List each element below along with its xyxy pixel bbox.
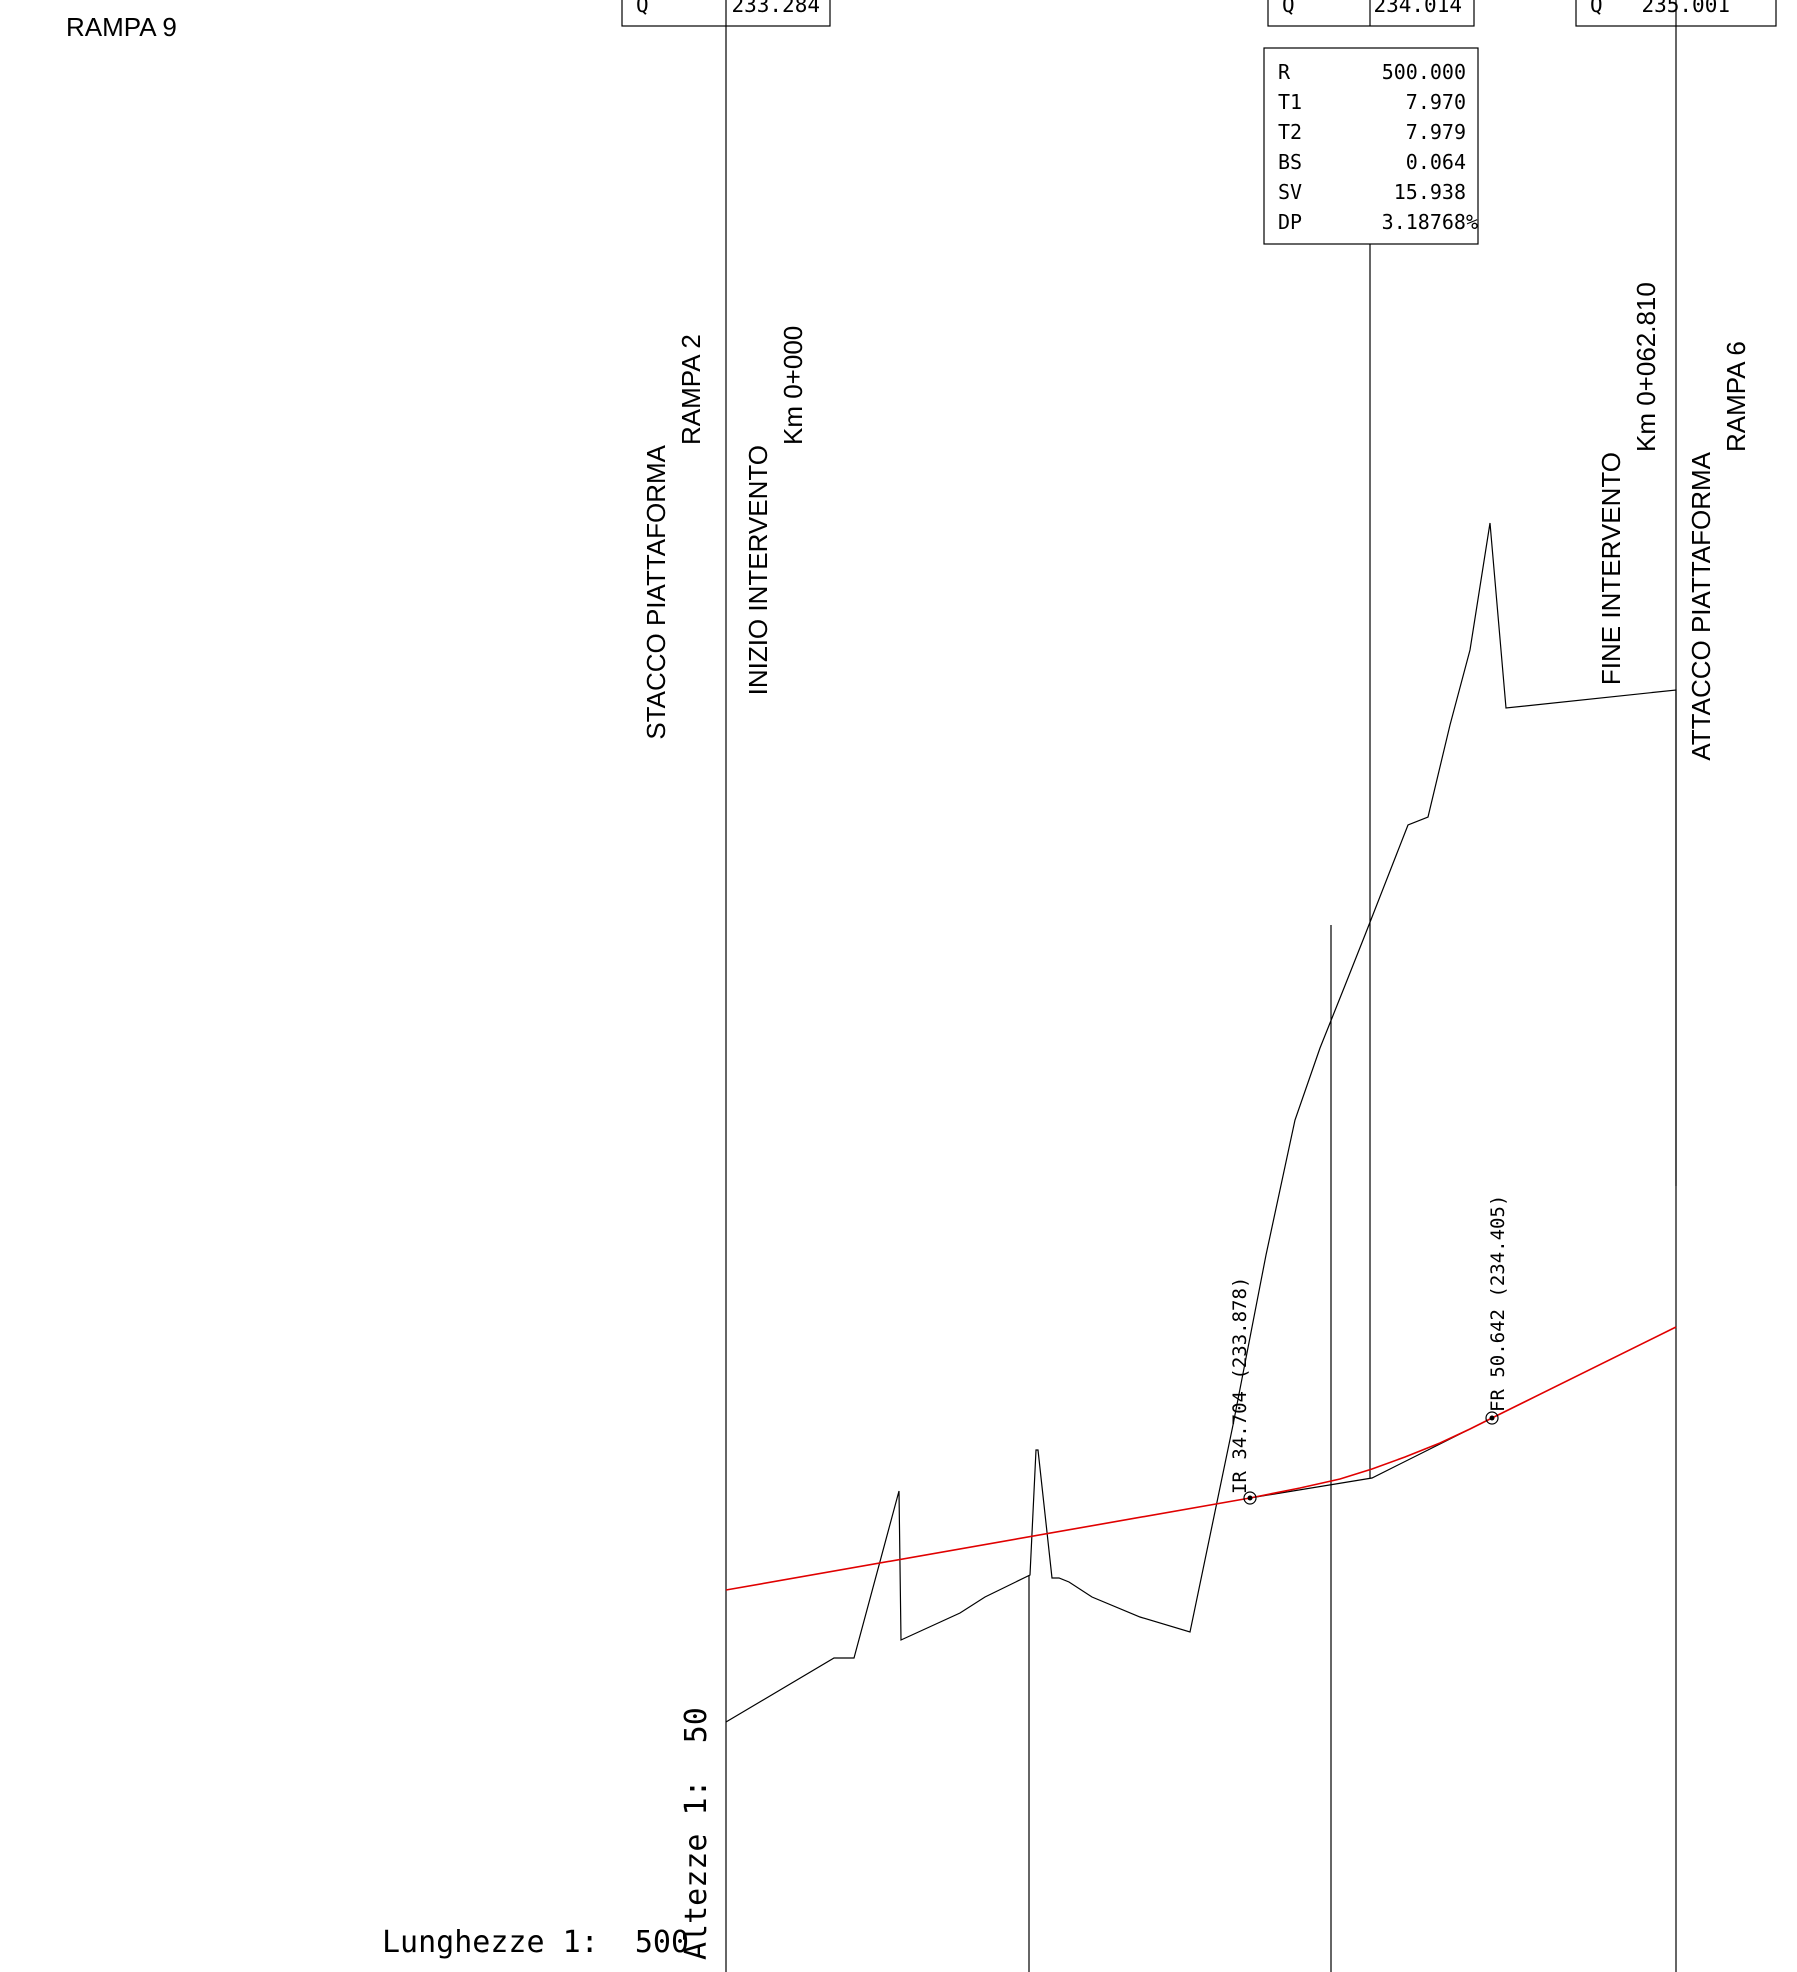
vc-row-r-value: 500.000 (1382, 60, 1466, 84)
stacco-label-line2: RAMPA 2 (676, 334, 706, 445)
vc-row-bs-label: BS (1278, 150, 1302, 174)
station-box-1-value: 233.284 (731, 0, 820, 17)
fr-label: FR 50.642 (234.405) (1487, 1195, 1509, 1412)
ir-label: IR 34.704 (233.878) (1229, 1277, 1251, 1494)
vc-row-bs-value: 0.064 (1406, 150, 1466, 174)
vc-row-t1-label: T1 (1278, 90, 1302, 114)
station-box-3: Q 235.001 (1575, 0, 1777, 27)
length-scale-label: Lunghezze 1: 500 (382, 1925, 689, 1960)
vc-row-sv-label: SV (1278, 180, 1302, 204)
ir-marker (1243, 1491, 1257, 1505)
station-box-2-value: 234.014 (1373, 0, 1462, 17)
height-scale-label: Altezze 1: 50 (679, 1707, 714, 1960)
station-box-2-label: Q (1282, 0, 1295, 17)
attacco-label-line2: RAMPA 6 (1721, 341, 1751, 452)
station-box-3-value: 235.001 (1641, 0, 1730, 17)
inizio-label-line2: Km 0+000 (778, 326, 808, 445)
stacco-label-line1: STACCO PIATTAFORMA (641, 444, 671, 739)
fr-marker (1485, 1411, 1499, 1425)
vc-row-sv-value: 15.938 (1394, 180, 1466, 204)
vc-row-dp-label: DP (1278, 210, 1302, 234)
fine-label-line2: Km 0+062.810 (1631, 282, 1661, 452)
vc-row-t2-label: T2 (1278, 120, 1302, 144)
station-box-2: Q 234.014 (1267, 0, 1475, 27)
vc-row-r-label: R (1278, 60, 1291, 84)
drawing-title: RAMPA 9 (66, 12, 177, 42)
inizio-label-line1: INIZIO INTERVENTO (743, 445, 773, 695)
design-profile-line (725, 1326, 1677, 1591)
vc-row-t2-value: 7.979 (1406, 120, 1466, 144)
station-box-1: Q 233.284 (621, 0, 831, 27)
fine-label-line1: FINE INTERVENTO (1596, 452, 1626, 685)
station-box-1-label: Q (636, 0, 649, 17)
ground-profile-curve-segment (1249, 1417, 1493, 1499)
station-box-3-label: Q (1590, 0, 1603, 17)
attacco-label-line1: ATTACCO PIATTAFORMA (1686, 451, 1716, 760)
ground-profile-line (725, 522, 1677, 1723)
vc-row-dp-value: 3.18768% (1382, 210, 1478, 234)
vertical-curve-table: R 500.000 T1 7.970 T2 7.979 BS 0.064 SV … (1263, 47, 1479, 1478)
vc-row-t1-value: 7.970 (1406, 90, 1466, 114)
